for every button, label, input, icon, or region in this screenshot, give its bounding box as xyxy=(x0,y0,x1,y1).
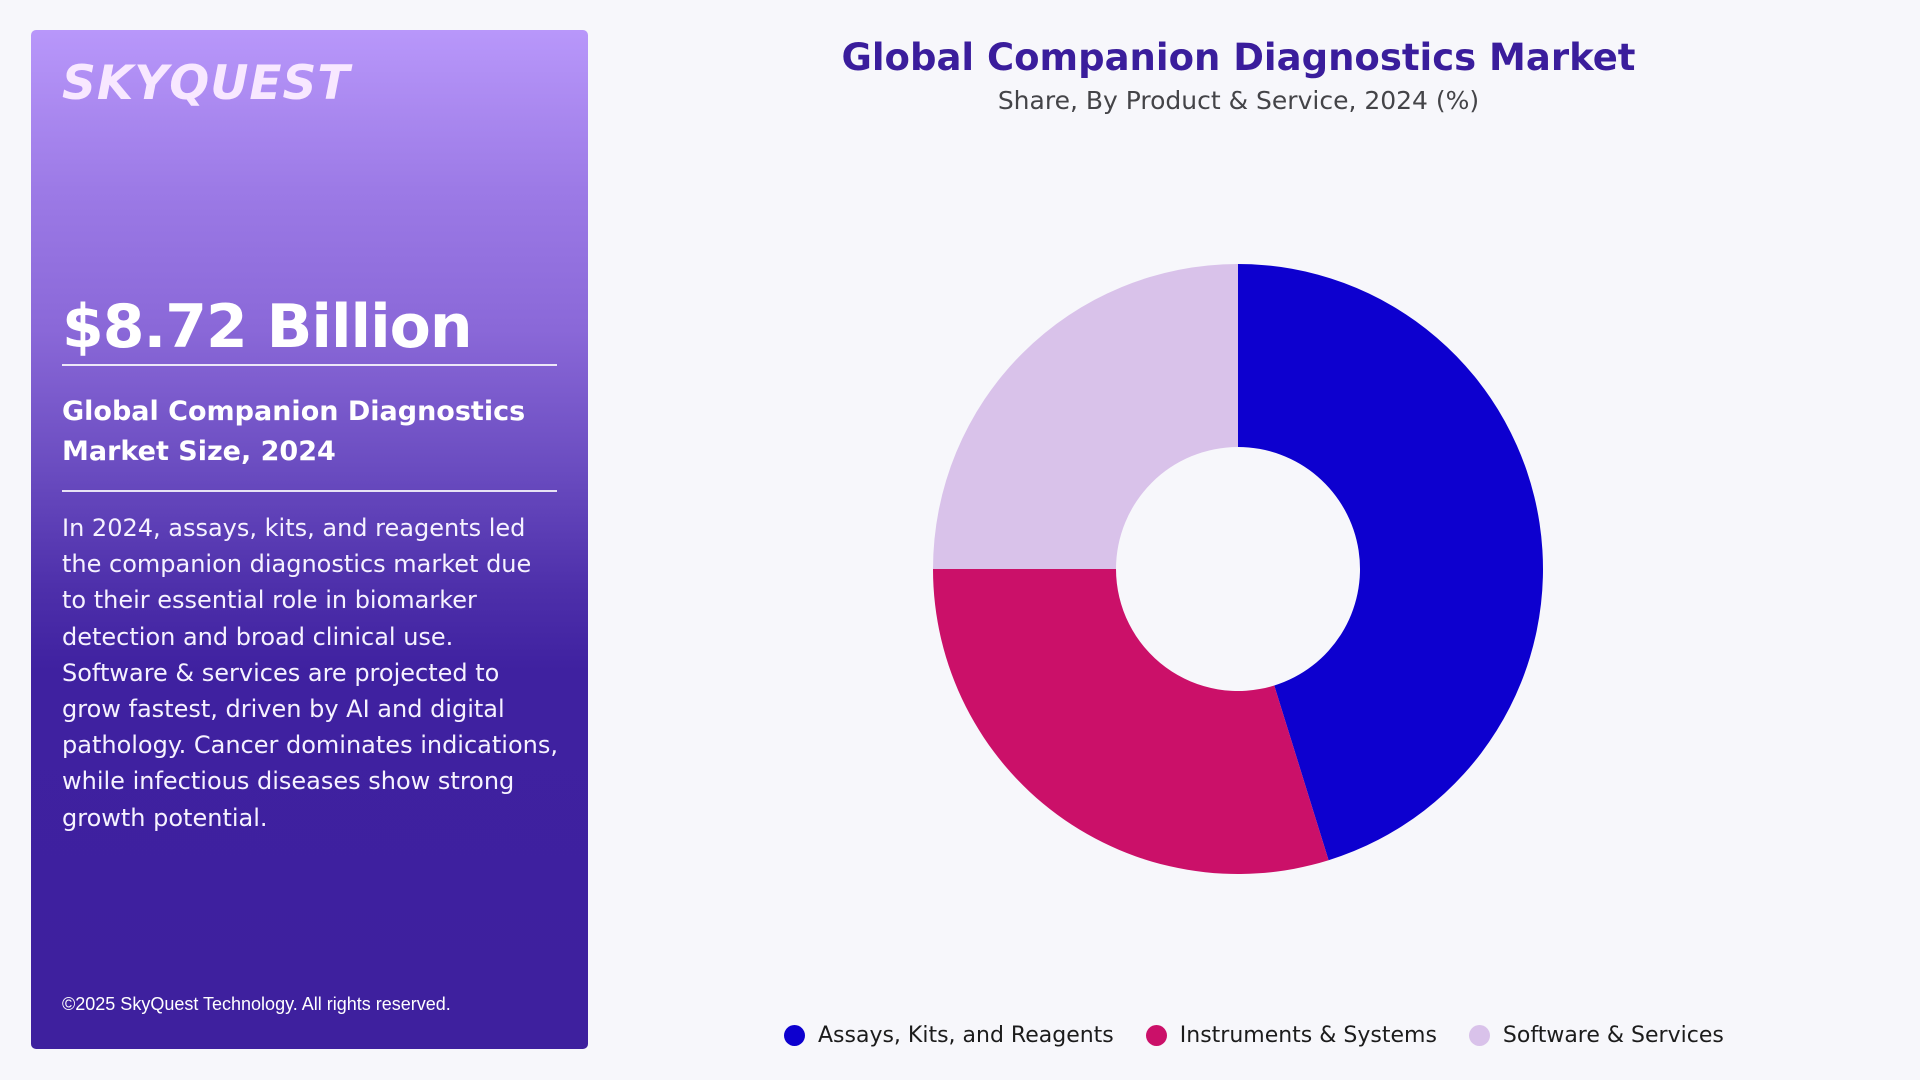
donut-segment-instruments-systems[interactable] xyxy=(933,569,1329,874)
legend-dot-icon xyxy=(784,1024,805,1046)
market-value: $8.72 Billion xyxy=(62,292,473,362)
legend-dot-icon xyxy=(1468,1024,1490,1046)
skyquest-logo: SKYQUEST xyxy=(62,56,351,111)
market-description: In 2024, assays, kits, and reagents led … xyxy=(62,514,558,832)
donut-segment-software-services[interactable] xyxy=(933,264,1238,569)
legend-item-assays[interactable]: Assays, Kits, and Reagents xyxy=(784,1023,1114,1048)
donut-chart xyxy=(933,264,1544,874)
legend-item-software[interactable]: Software & Services xyxy=(1468,1022,1724,1048)
chart-legend: Assays, Kits, and Reagents Instruments &… xyxy=(784,1018,1756,1052)
legend-label: Assays, Kits, and Reagents xyxy=(818,1022,1114,1048)
divider xyxy=(62,490,557,492)
market-summary-panel: SKYQUEST $8.72 Billion Global Companion … xyxy=(31,30,588,1049)
market-size-label: Global Companion Diagnostics Market Size… xyxy=(62,396,526,467)
chart-subtitle: Share, By Product & Service, 2024 (%) xyxy=(997,86,1480,115)
legend-label: Software & Services xyxy=(1502,1022,1724,1048)
chart-title: Global Companion Diagnostics Market xyxy=(841,36,1636,79)
divider xyxy=(62,364,557,366)
copyright-text: ©2025 SkyQuest Technology. All rights re… xyxy=(62,994,451,1014)
donut-segment-assays-kits-and-reagents[interactable] xyxy=(1238,264,1544,861)
legend-item-instruments[interactable]: Instruments & Systems xyxy=(1145,1022,1437,1048)
legend-dot-icon xyxy=(1145,1024,1167,1046)
legend-label: Instruments & Systems xyxy=(1179,1022,1437,1048)
